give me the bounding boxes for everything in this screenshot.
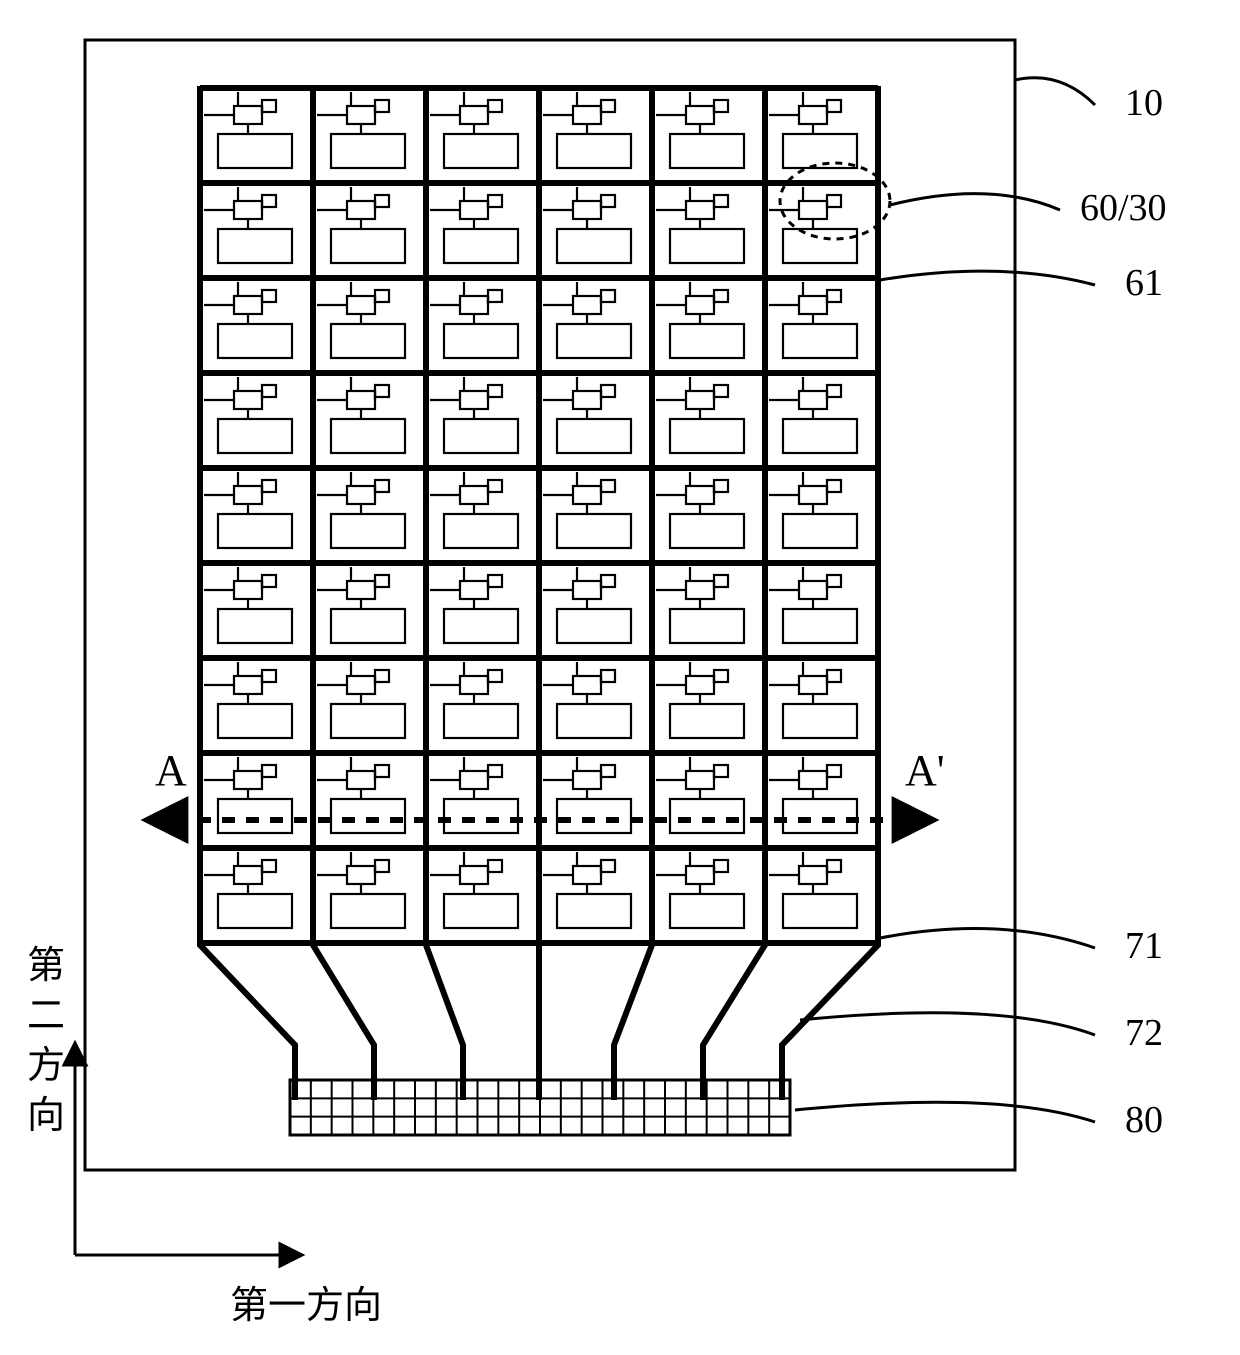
label-60-30: 60/30: [1080, 187, 1167, 229]
section-label-a: A: [155, 746, 187, 795]
label-72: 72: [1125, 1012, 1163, 1054]
leader-line: [880, 929, 1095, 948]
pixel-electrode: [783, 324, 857, 358]
pixel-electrode: [218, 514, 292, 548]
pixel-electrode: [331, 134, 405, 168]
pixel-electrode: [444, 134, 518, 168]
pixel-electrode: [783, 514, 857, 548]
pixel-electrode: [444, 894, 518, 928]
pixel-electrode: [218, 419, 292, 453]
axis-horizontal-label: 第一方向: [230, 1285, 382, 1327]
label-61: 61: [1125, 262, 1163, 304]
pixel-electrode: [557, 514, 631, 548]
leader-line: [1015, 78, 1095, 105]
pixel-electrode: [331, 894, 405, 928]
pixel-electrode: [444, 609, 518, 643]
content-group: 10 60/30 61 71 72 80 A A' 第二方向第一方向: [27, 40, 1167, 1327]
pixel-electrode: [670, 894, 744, 928]
diagram-svg: 10 60/30 61 71 72 80 A A' 第二方向第一方向: [0, 0, 1240, 1355]
axis-vertical-label-char: 方: [27, 1045, 65, 1087]
fanout-trace: [313, 943, 374, 1100]
pixel-electrode: [783, 419, 857, 453]
leader-line: [880, 271, 1095, 285]
leader-line: [800, 1013, 1095, 1035]
leader-line: [890, 194, 1060, 210]
axis-vertical-label-char: 二: [27, 995, 65, 1037]
callout-ellipse-6030: [780, 163, 890, 239]
pixel-electrode: [331, 419, 405, 453]
pixel-electrode: [218, 894, 292, 928]
pixel-electrode: [444, 704, 518, 738]
pixel-electrode: [218, 324, 292, 358]
pixel-electrode: [783, 229, 857, 263]
pixel-electrode: [557, 419, 631, 453]
pixel-electrode: [557, 799, 631, 833]
pixel-electrode: [331, 704, 405, 738]
pixel-electrode: [670, 229, 744, 263]
pixel-electrode: [557, 324, 631, 358]
pixel-electrode: [218, 799, 292, 833]
label-71: 71: [1125, 925, 1163, 967]
pixel-electrode: [331, 514, 405, 548]
fanout-trace: [200, 943, 295, 1100]
pixel-electrode: [783, 134, 857, 168]
pixel-electrode: [331, 609, 405, 643]
pixel-electrode: [218, 229, 292, 263]
pixel-electrode: [331, 229, 405, 263]
pixel-electrode: [670, 324, 744, 358]
pixel-electrode: [783, 894, 857, 928]
pixel-electrode: [670, 514, 744, 548]
axis-vertical-label-char: 第: [27, 945, 65, 987]
label-10: 10: [1125, 82, 1163, 124]
pixel-electrode: [783, 609, 857, 643]
pixel-electrode: [670, 419, 744, 453]
pixel-electrode: [783, 799, 857, 833]
pixel-electrode: [670, 609, 744, 643]
pixel-electrode: [218, 609, 292, 643]
pixel-electrode: [557, 704, 631, 738]
pixel-electrode: [331, 799, 405, 833]
pixel-electrode: [444, 419, 518, 453]
pixel-electrode: [670, 799, 744, 833]
pixel-electrode: [444, 229, 518, 263]
fanout-trace: [703, 943, 765, 1100]
pixel-electrode: [783, 704, 857, 738]
pixel-electrode: [670, 134, 744, 168]
pixel-electrode: [218, 134, 292, 168]
fanout-trace: [426, 943, 463, 1100]
leader-line: [795, 1102, 1095, 1122]
pixel-electrode: [557, 894, 631, 928]
pixel-electrode: [444, 514, 518, 548]
label-80: 80: [1125, 1099, 1163, 1141]
fanout-trace: [782, 943, 878, 1100]
pixel-electrode: [557, 609, 631, 643]
pixel-electrode: [331, 324, 405, 358]
axis-vertical-label-char: 向: [27, 1095, 65, 1137]
fanout-trace: [614, 943, 652, 1100]
pixel-electrode: [557, 134, 631, 168]
pixel-electrode: [670, 704, 744, 738]
section-label-a-prime: A': [905, 746, 945, 795]
pixel-electrode: [444, 799, 518, 833]
pixel-electrode: [557, 229, 631, 263]
pixel-electrode: [218, 704, 292, 738]
pixel-electrode: [444, 324, 518, 358]
